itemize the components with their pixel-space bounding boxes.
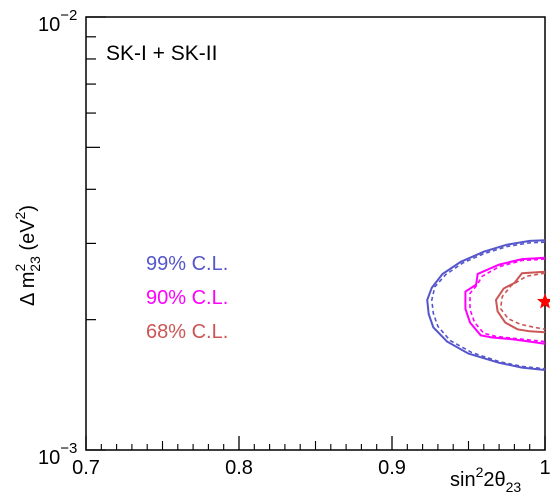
minor-ticks (86, 36, 531, 450)
x-axis-title-mid: 2θ (483, 469, 505, 491)
y-axis-title-post-end: ) (17, 205, 39, 212)
y-tick-label: 10−2 (38, 7, 77, 36)
legend-entry: 90% C.L. (146, 287, 228, 309)
best-fit-marker (536, 293, 550, 309)
y-axis-title-post: (eV (17, 219, 39, 256)
x-axis-title-sup: 2 (476, 464, 484, 480)
x-axis-title-base: sin (450, 469, 476, 491)
contour-solid (426, 239, 546, 371)
contour-dashed (499, 272, 546, 331)
x-tick-labels: 0.7 0.8 0.9 1 (72, 457, 550, 479)
plot-frame (85, 16, 546, 451)
contours (426, 239, 546, 371)
major-ticks (85, 16, 546, 451)
best-fit-star (536, 293, 550, 309)
x-tick-label: 1 (539, 457, 550, 479)
x-tick-label: 0.7 (72, 457, 100, 479)
legend-entry: 68% C.L. (146, 321, 228, 343)
contour-solid (464, 256, 546, 345)
y-axis-title-post-sup: 2 (12, 211, 28, 219)
y-axis-title: Δ m223 (eV2) (12, 205, 43, 306)
y-tick-label: 10−3 (38, 440, 77, 469)
x-tick-label: 0.8 (225, 457, 253, 479)
contour-dashed (469, 258, 546, 343)
x-tick-label: 0.9 (378, 457, 406, 479)
y-axis-title-sup: 2 (12, 264, 28, 272)
chart-annotation: SK-I + SK-II (106, 42, 217, 65)
legend: 99% C.L. 90% C.L. 68% C.L. (146, 253, 228, 343)
y-tick-labels: 10−3 10−2 (38, 7, 77, 469)
plot-area (85, 16, 550, 451)
legend-entry: 99% C.L. (146, 253, 228, 275)
x-axis-title-sub: 23 (506, 479, 522, 495)
x-axis-title: sin22θ23 (450, 464, 521, 495)
contour-solid (494, 270, 546, 334)
y-axis-title-pre: Δ m (17, 272, 39, 306)
y-axis-title-sub: 23 (27, 256, 43, 272)
contour-dashed (430, 241, 546, 370)
